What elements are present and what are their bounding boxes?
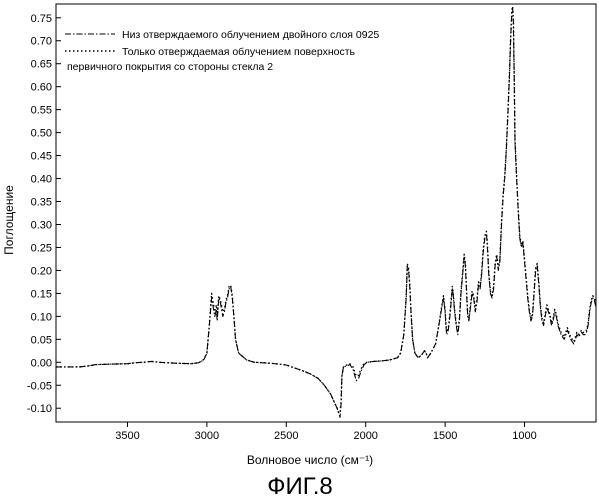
legend-label-series-2-line-1: Только отверждаемая облучением поверхнос… [122, 46, 356, 58]
y-tick-label: 0.40 [31, 174, 52, 186]
y-tick-label: 0.05 [31, 334, 52, 346]
y-tick-label: 0.20 [31, 265, 52, 277]
y-axis-title: Поглощение [2, 185, 16, 255]
y-tick-label: 0.10 [31, 311, 52, 323]
legend: Низ отверждаемого облучением двойного сл… [65, 29, 379, 73]
legend-label-series-2: Только отверждаемая облучением поверхнос… [67, 46, 358, 73]
y-tick-label: 0.00 [31, 357, 52, 369]
legend-label-series-1: Низ отверждаемого облучением двойного сл… [122, 29, 379, 41]
y-tick-label: 0.55 [31, 105, 52, 117]
y-tick-label: 0.15 [31, 288, 52, 300]
x-tick-label: 1500 [433, 430, 457, 442]
x-tick-label: 1000 [512, 430, 536, 442]
x-axis: 3500 3000 2500 2000 1500 1000 [115, 422, 537, 442]
y-tick-label: 0.60 [31, 82, 52, 94]
y-tick-label: 0.30 [31, 219, 52, 231]
y-tick-label: 0.25 [31, 242, 52, 254]
y-tick-label: -0.05 [27, 380, 52, 392]
x-axis-title: Волновое число (см⁻¹) [247, 453, 373, 467]
figure-caption: ФИГ.8 [267, 473, 333, 500]
y-tick-label: 0.70 [31, 36, 52, 48]
x-tick-label: 3500 [115, 430, 139, 442]
y-tick-label: -0.10 [27, 403, 52, 415]
y-tick-label: 0.35 [31, 197, 52, 209]
y-tick-label: 0.50 [31, 128, 52, 140]
legend-label-series-2-line-2: первичного покрытия со стороны стекла 2 [67, 61, 273, 73]
x-tick-label: 2500 [274, 430, 298, 442]
y-tick-label: 0.75 [31, 13, 52, 25]
x-tick-label: 3000 [195, 430, 219, 442]
y-tick-label: 0.65 [31, 59, 52, 71]
y-tick-label: 0.45 [31, 151, 52, 163]
x-tick-label: 2000 [353, 430, 377, 442]
